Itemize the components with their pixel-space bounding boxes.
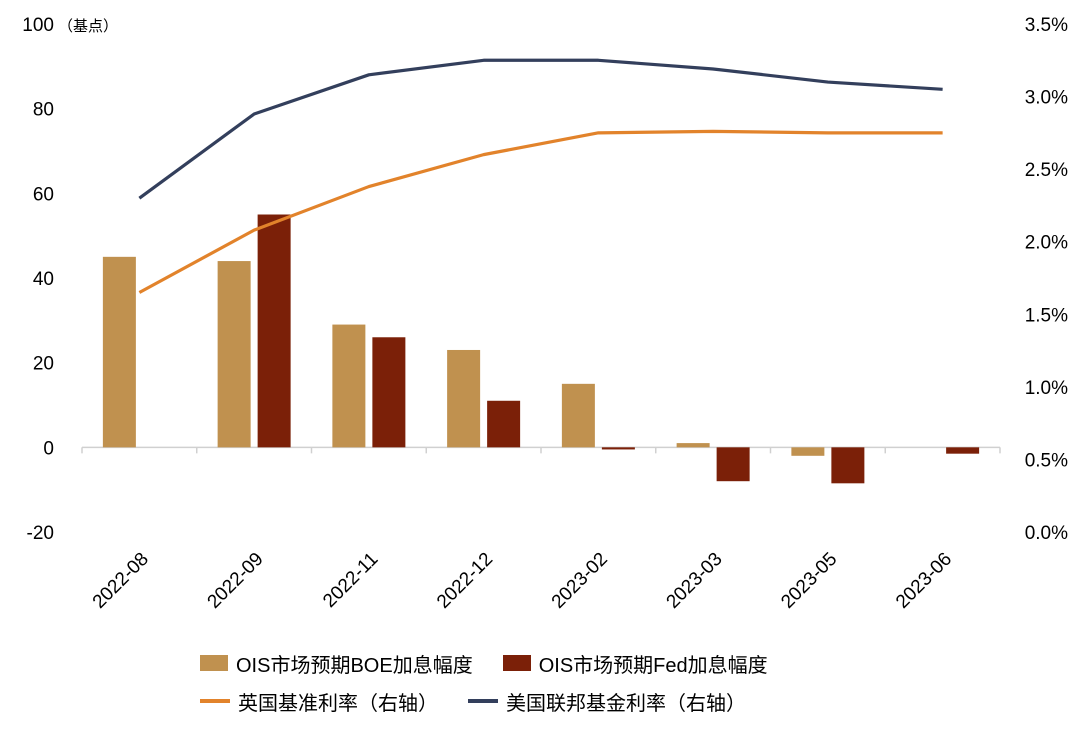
bar-fed <box>487 400 521 448</box>
line-series <box>138 58 943 294</box>
legend: OIS市场预期BOE加息幅度 OIS市场预期Fed加息幅度 英国基准利率（右轴）… <box>200 644 920 720</box>
legend-item-boe: OIS市场预期BOE加息幅度 <box>200 649 473 678</box>
legend-label-fed: OIS市场预期Fed加息幅度 <box>538 654 768 677</box>
bar-boe <box>791 447 825 456</box>
category-label: 2022-11 <box>319 549 382 612</box>
legend-swatch-fed <box>502 655 531 671</box>
right-tick-label: 2.0% <box>1025 233 1068 254</box>
right-axis-ticks: 3.5% 3.0% 2.5% 2.0% 1.5% 1.0% 0.5% 0.0% <box>1025 15 1068 544</box>
bar-boe <box>102 256 136 448</box>
left-tick-label: 60 <box>33 184 54 205</box>
left-tick-label: -20 <box>27 523 54 544</box>
line-us-rate <box>138 58 943 200</box>
category-label: 2022-12 <box>433 549 497 613</box>
bar-fed <box>946 447 980 454</box>
left-tick-label: 40 <box>33 269 54 290</box>
left-tick-label: 0 <box>43 438 54 459</box>
bar-boe <box>561 383 595 448</box>
bar-fed <box>601 447 635 450</box>
category-label: 2022-09 <box>204 549 268 613</box>
left-axis-ticks: 100 80 60 40 20 0 -20 <box>22 15 54 544</box>
left-tick-label: 80 <box>33 100 54 121</box>
category-label: 2023-05 <box>777 549 841 613</box>
bar-fed <box>257 214 291 448</box>
legend-label-uk-rate: 英国基准利率（右轴） <box>238 692 438 715</box>
left-tick-label: 20 <box>33 354 54 375</box>
right-tick-label: 0.0% <box>1025 523 1068 544</box>
bar-boe <box>217 261 251 448</box>
legend-swatch-us-rate <box>468 699 498 703</box>
legend-swatch-boe <box>200 655 228 671</box>
legend-label-boe: OIS市场预期BOE加息幅度 <box>236 654 473 677</box>
category-label: 2023-02 <box>548 549 612 613</box>
category-label: 2022-08 <box>89 549 153 613</box>
right-tick-label: 1.0% <box>1025 378 1068 399</box>
category-labels: 2022-08 2022-09 2022-11 2022-12 2023-02 2023-… <box>89 549 956 613</box>
legend-item-uk-rate: 英国基准利率（右轴） <box>200 687 438 716</box>
legend-item-us-rate: 美国联邦基金利率（右轴） <box>468 687 746 716</box>
legend-row-2: 英国基准利率（右轴） 美国联邦基金利率（右轴） <box>200 682 920 720</box>
bar-series <box>102 214 980 484</box>
bar-boe <box>447 349 481 448</box>
right-tick-label: 0.5% <box>1025 450 1068 471</box>
legend-item-fed: OIS市场预期Fed加息幅度 <box>502 649 768 678</box>
bar-boe <box>332 324 366 448</box>
right-tick-label: 3.0% <box>1025 88 1068 109</box>
chart-canvas: （基点） 100 80 60 40 20 0 -20 3.5% 3.0% 2.5% 2.0% 1.5… <box>22 15 1068 613</box>
bar-fed <box>831 447 865 484</box>
right-tick-label: 2.5% <box>1025 160 1068 181</box>
legend-label-us-rate: 美国联邦基金利率（右轴） <box>506 692 746 715</box>
left-tick-label: 100 <box>22 15 54 36</box>
category-label: 2023-03 <box>663 549 727 613</box>
right-tick-label: 1.5% <box>1025 305 1068 326</box>
bar-boe <box>676 443 710 448</box>
bar-fed <box>372 337 406 448</box>
category-label: 2023-06 <box>892 549 956 613</box>
left-axis-unit: （基点） <box>58 18 118 35</box>
bar-fed <box>716 447 750 482</box>
right-tick-label: 3.5% <box>1025 15 1068 36</box>
line-uk-rate <box>138 129 943 294</box>
legend-row-1: OIS市场预期BOE加息幅度 OIS市场预期Fed加息幅度 <box>200 644 920 682</box>
legend-swatch-uk-rate <box>200 699 230 703</box>
